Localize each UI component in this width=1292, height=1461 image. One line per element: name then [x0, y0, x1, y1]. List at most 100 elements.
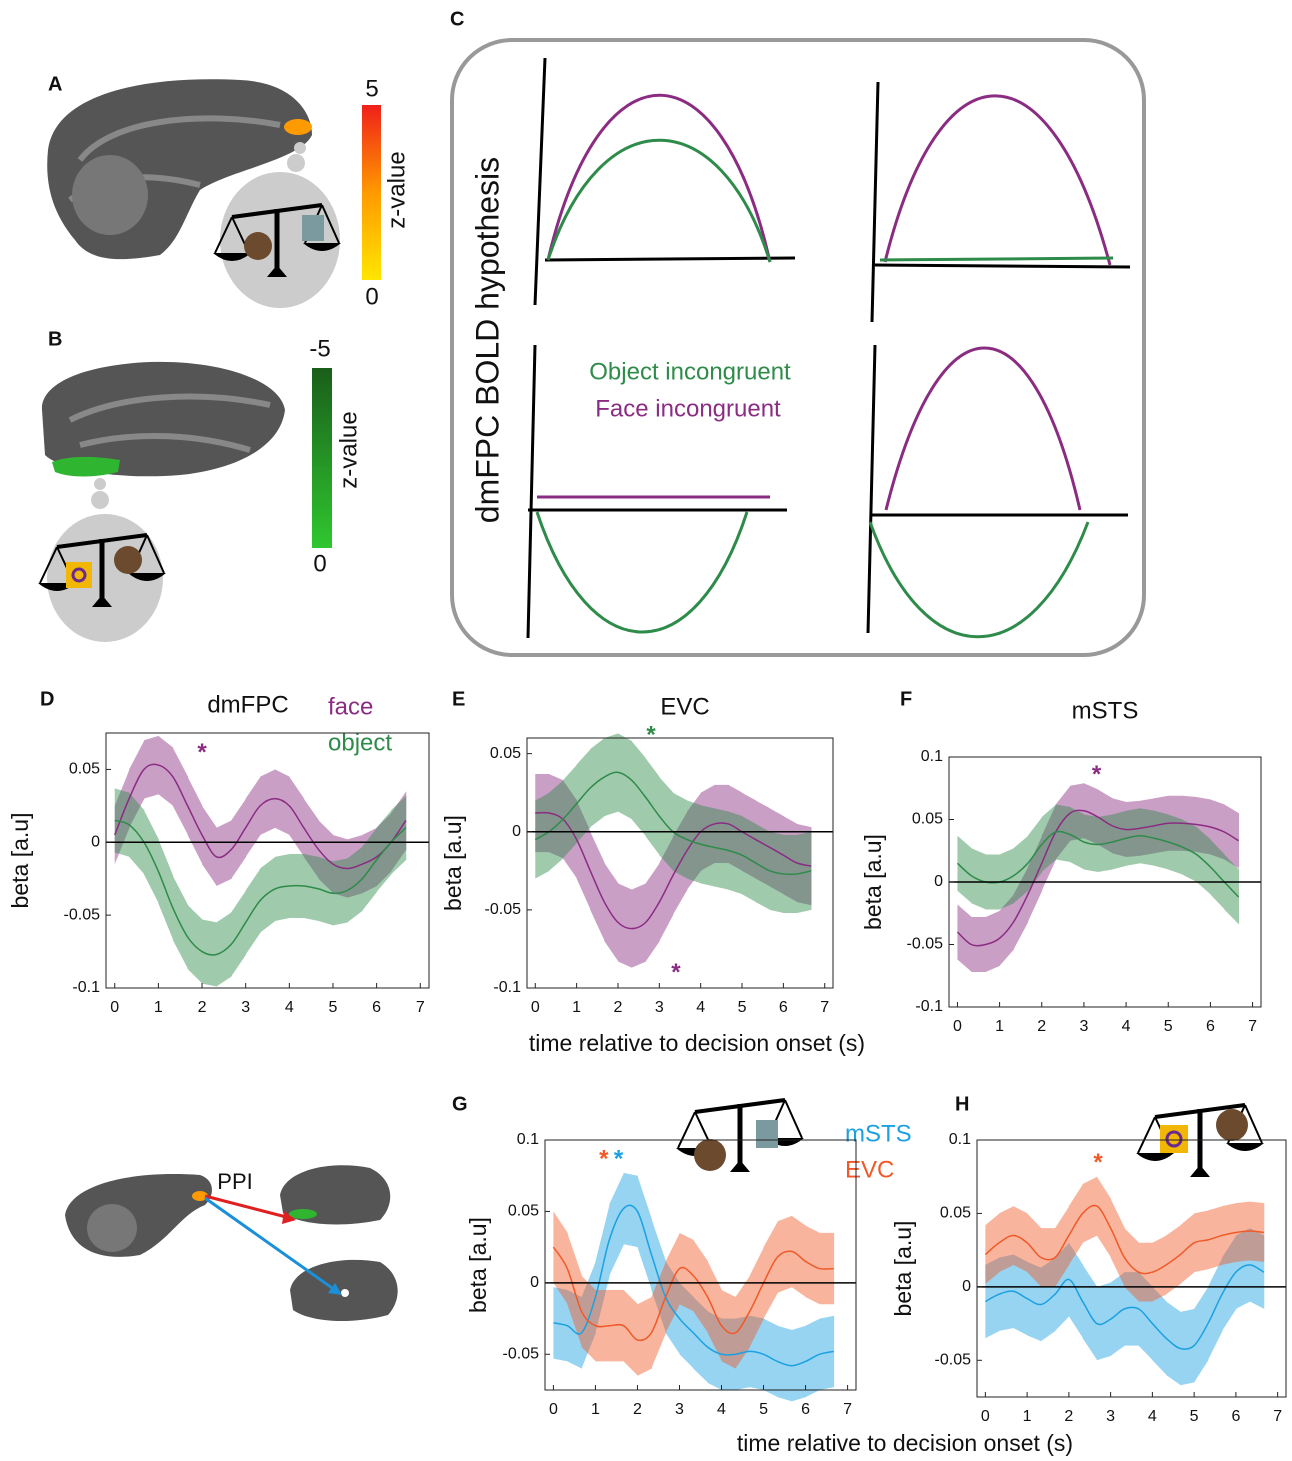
- band-segment: [1013, 1206, 1027, 1272]
- band-segment: [216, 912, 231, 986]
- schematic-face: [885, 96, 1110, 265]
- panel-label: D: [40, 688, 54, 710]
- y-tick-label: 0: [962, 1278, 971, 1295]
- band-segment: [632, 883, 646, 967]
- ppi-label: PPI: [217, 1169, 252, 1194]
- x-tick-label: 2: [1064, 1408, 1073, 1425]
- band-segment: [188, 905, 203, 984]
- y-axis-label: beta [a.u]: [890, 1221, 916, 1317]
- x-tick-label: 0: [549, 1401, 558, 1418]
- activation-blob: [284, 119, 312, 135]
- band-segment: [1083, 1265, 1098, 1360]
- x-tick-label: 0: [953, 1018, 962, 1035]
- x-tick-label: 1: [572, 999, 581, 1016]
- band-segment: [1083, 1177, 1098, 1243]
- face-icon: [694, 1139, 726, 1171]
- y-axis-label: beta [a.u]: [440, 815, 466, 911]
- brain-image: [65, 1174, 212, 1257]
- panel-label: B: [48, 328, 62, 350]
- band-segment: [618, 733, 632, 819]
- band-segment: [604, 733, 618, 816]
- hypothesis-legend: Face incongruent: [595, 395, 781, 422]
- panel-label: E: [452, 688, 465, 710]
- activation-blob: [289, 1209, 317, 1219]
- figure: A 5 0 z-value B -5 0 z-value C dmFPC BOL…: [0, 0, 1292, 1461]
- x-tick-label: 0: [981, 1408, 990, 1425]
- significance-marker: *: [646, 722, 656, 749]
- panel-label: F: [900, 688, 912, 710]
- y-tick-label: 0.05: [940, 1205, 971, 1222]
- y-tick-label: 0.05: [508, 1203, 539, 1220]
- colorbar-max: -5: [309, 335, 330, 362]
- x-tick-label: 2: [614, 999, 623, 1016]
- x-tick-label: 5: [1190, 1408, 1199, 1425]
- object-icon: [66, 562, 92, 588]
- hypothesis-title: dmFPC BOLD hypothesis: [469, 157, 505, 523]
- face-icon: [1216, 1109, 1248, 1141]
- hypothesis-legend: Object incongruent: [589, 358, 791, 385]
- x-tick-label: 1: [591, 1401, 600, 1418]
- legend-entry: mSTS: [845, 1120, 912, 1147]
- thought-bubble: [94, 478, 106, 490]
- x-tick-label: 4: [1148, 1408, 1157, 1425]
- chart-title: mSTS: [1072, 697, 1139, 724]
- y-tick-label: 0.05: [69, 761, 100, 778]
- x-tick-label: 7: [1273, 1408, 1282, 1425]
- colorbar: [312, 368, 332, 548]
- brain-cerebellum: [72, 155, 148, 235]
- face-icon: [244, 232, 272, 260]
- x-tick-label: 0: [110, 999, 119, 1016]
- thought-bubble: [294, 142, 306, 154]
- chart: EEVCbeta [a.u]time relative to decision …: [440, 688, 865, 1056]
- y-tick-label: 0: [512, 823, 521, 840]
- band-segment: [1097, 1282, 1111, 1360]
- band-segment: [679, 1233, 693, 1312]
- x-tick-label: 3: [675, 1401, 684, 1418]
- activation-blob: [341, 1289, 349, 1297]
- x-tick-label: 1: [1023, 1408, 1032, 1425]
- band-segment: [158, 736, 173, 806]
- chart-title: EVC: [660, 693, 709, 720]
- schematic-face: [548, 95, 770, 262]
- band-segment: [637, 1297, 651, 1376]
- panel-label: H: [955, 1093, 969, 1115]
- x-tick-label: 4: [285, 999, 294, 1016]
- y-tick-label: -0.05: [64, 906, 101, 923]
- band-segment: [1097, 1177, 1111, 1258]
- chart: DdmFPCbeta [a.u]faceobject-0.1-0.0500.05…: [7, 688, 429, 1016]
- x-tick-label: 5: [759, 1401, 768, 1418]
- band-segment: [260, 769, 275, 835]
- y-tick-label: -0.1: [915, 998, 943, 1015]
- y-tick-label: 0: [91, 834, 100, 851]
- panel-label: G: [452, 1093, 468, 1115]
- x-tick-label: 1: [154, 999, 163, 1016]
- significance-marker: *: [1092, 761, 1102, 788]
- colorbar-max: 5: [365, 75, 378, 102]
- x-tick-label: 4: [717, 1401, 726, 1418]
- band-segment: [115, 788, 130, 856]
- x-tick-label: 7: [1248, 1018, 1257, 1035]
- x-tick-label: 3: [1106, 1408, 1115, 1425]
- y-tick-label: 0: [934, 873, 943, 890]
- x-tick-label: 2: [198, 999, 207, 1016]
- band-segment: [618, 883, 632, 967]
- thought-bubble: [287, 154, 305, 172]
- band-segment: [1041, 1228, 1056, 1287]
- x-tick-label: 6: [1231, 1408, 1240, 1425]
- x-tick-label: 7: [416, 999, 425, 1016]
- y-tick-label: -0.05: [935, 1352, 972, 1369]
- x-tick-label: 6: [779, 999, 788, 1016]
- y-tick-label: 0: [530, 1274, 539, 1291]
- x-tick-label: 5: [329, 999, 338, 1016]
- significance-marker: *: [1093, 1149, 1103, 1176]
- schematic-axis: [528, 58, 1130, 638]
- hypothesis-frame: [452, 40, 1144, 655]
- object-icon: [756, 1120, 778, 1148]
- y-tick-label: -0.05: [907, 936, 944, 953]
- x-tick-label: 1: [995, 1018, 1004, 1035]
- panel-label: A: [48, 73, 62, 95]
- legend-entry: face: [328, 693, 373, 720]
- legend-entry: EVC: [845, 1156, 894, 1183]
- x-tick-label: 6: [801, 1401, 810, 1418]
